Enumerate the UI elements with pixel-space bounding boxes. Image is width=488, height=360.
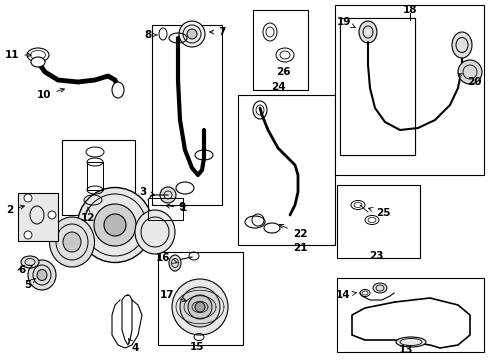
Text: 1: 1 (165, 203, 186, 213)
Text: 21: 21 (292, 243, 306, 253)
Text: 16: 16 (156, 253, 177, 264)
Ellipse shape (186, 29, 197, 39)
Circle shape (457, 60, 481, 84)
Bar (252, 10, 307, 90)
Circle shape (187, 295, 212, 319)
Bar (334, 5, 483, 175)
Ellipse shape (372, 283, 386, 293)
Ellipse shape (358, 21, 376, 43)
Circle shape (195, 302, 204, 312)
Bar (336, 185, 419, 258)
Circle shape (160, 187, 176, 203)
Ellipse shape (63, 232, 81, 252)
Text: 5: 5 (24, 279, 35, 290)
Bar (339, 18, 414, 155)
Text: 15: 15 (189, 342, 204, 352)
Text: 8: 8 (144, 30, 157, 40)
Ellipse shape (31, 57, 45, 67)
Text: 9: 9 (178, 202, 185, 212)
Text: 25: 25 (368, 207, 389, 218)
Bar (62, 140, 135, 215)
Bar (148, 198, 183, 220)
Circle shape (48, 211, 56, 219)
Bar (238, 95, 334, 245)
Ellipse shape (28, 260, 56, 290)
Text: 6: 6 (19, 265, 33, 275)
Ellipse shape (104, 214, 126, 236)
Circle shape (180, 287, 220, 327)
Circle shape (24, 231, 32, 239)
Text: 2: 2 (6, 205, 24, 215)
Text: 3: 3 (139, 187, 154, 197)
Text: 11: 11 (5, 50, 31, 60)
Ellipse shape (112, 82, 124, 98)
Ellipse shape (395, 337, 425, 347)
Text: 24: 24 (270, 82, 285, 92)
Text: 13: 13 (398, 345, 412, 355)
Circle shape (172, 279, 227, 335)
Text: 23: 23 (368, 251, 383, 261)
Text: 22: 22 (279, 224, 306, 239)
Ellipse shape (451, 32, 471, 58)
Bar (339, 18, 414, 155)
Bar (18, 193, 58, 241)
Ellipse shape (94, 204, 136, 246)
Ellipse shape (37, 270, 47, 280)
Text: 26: 26 (275, 67, 290, 77)
Text: 17: 17 (160, 290, 186, 302)
Ellipse shape (169, 255, 181, 271)
Text: 20: 20 (457, 74, 480, 87)
Text: 19: 19 (336, 17, 354, 28)
Bar (87, 162, 103, 190)
Circle shape (24, 194, 32, 202)
Text: 14: 14 (335, 290, 356, 300)
Bar (336, 278, 483, 352)
Bar (152, 25, 222, 205)
Ellipse shape (49, 217, 94, 267)
Text: 10: 10 (37, 88, 64, 100)
Ellipse shape (77, 188, 152, 262)
Text: 4: 4 (128, 339, 139, 353)
Text: 12: 12 (81, 207, 95, 223)
Text: 7: 7 (209, 27, 225, 37)
Ellipse shape (179, 21, 204, 47)
Bar (158, 252, 243, 345)
Text: 18: 18 (402, 5, 416, 15)
Ellipse shape (21, 256, 39, 268)
Ellipse shape (135, 210, 175, 254)
